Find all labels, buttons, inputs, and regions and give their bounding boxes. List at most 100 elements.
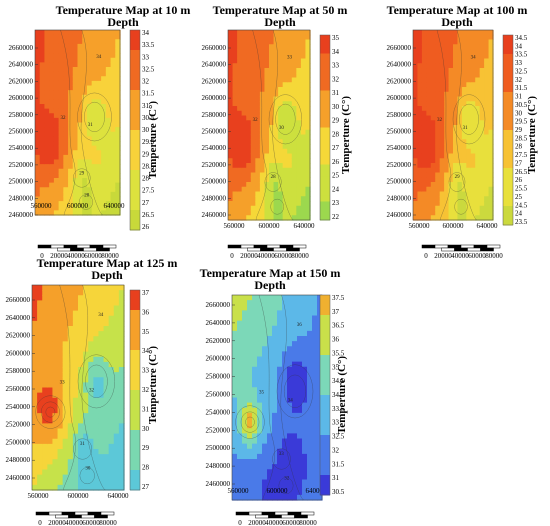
heatmap-cell — [242, 366, 248, 373]
heatmap-cell — [37, 387, 43, 394]
heatmap-cell — [83, 300, 89, 307]
heatmap-cell — [448, 148, 454, 155]
heatmap-cell — [282, 433, 288, 440]
heatmap-cell — [305, 125, 311, 131]
heatmap-cell — [37, 285, 43, 291]
heatmap-cell — [72, 479, 79, 486]
heatmap-cell — [262, 356, 268, 363]
heatmap-cell — [32, 377, 38, 383]
heatmap-cell — [63, 76, 69, 82]
heatmap-cell — [292, 469, 298, 475]
scale-bar-label: 80000 — [485, 252, 503, 260]
heatmap-cell — [272, 448, 278, 455]
heatmap-cell — [277, 423, 283, 429]
heatmap-cell — [232, 172, 238, 178]
heatmap-cell — [242, 315, 248, 322]
heatmap-cell — [264, 129, 270, 136]
heatmap-cell — [113, 484, 120, 491]
heatmap-cell — [257, 494, 263, 501]
map-panel-5: Temperature Map at 150 mDepth36353433322… — [200, 266, 348, 526]
heatmap-cell — [444, 167, 450, 174]
heatmap-cell — [237, 371, 243, 378]
heatmap-cell — [296, 110, 302, 117]
heatmap-cell — [252, 407, 258, 414]
x-tick-label: 640000 — [108, 492, 130, 500]
heatmap-cell — [312, 377, 318, 383]
heatmap-cell — [287, 295, 293, 301]
heatmap-cell — [264, 196, 270, 202]
heatmap-cell — [53, 53, 60, 59]
scale-bar-label: 60000 — [282, 519, 300, 526]
heatmap-cell — [264, 120, 270, 126]
heatmap-cell — [269, 87, 275, 93]
heatmap-cell — [312, 341, 318, 347]
heatmap-cell — [241, 125, 247, 131]
heatmap-cell — [241, 215, 247, 221]
heatmap-cell — [52, 428, 59, 435]
heatmap-cell — [312, 479, 318, 486]
heatmap-cell — [307, 407, 313, 414]
heatmap-cell — [255, 191, 261, 197]
contour-line — [84, 101, 105, 132]
heatmap-cell — [448, 172, 454, 178]
heatmap-cell — [237, 325, 243, 332]
heatmap-cell — [457, 182, 463, 188]
heatmap-cell — [296, 201, 302, 207]
heatmap-cell — [241, 144, 247, 150]
heatmap-cell — [470, 53, 476, 60]
heatmap-cell — [277, 418, 283, 424]
heatmap-cell — [82, 210, 88, 216]
heatmap-cell — [247, 305, 253, 311]
heatmap-cell — [39, 187, 46, 193]
heatmap-cell — [42, 356, 48, 363]
heatmap-cell — [108, 459, 115, 465]
heatmap-cell — [305, 39, 311, 45]
heatmap-cell — [466, 125, 472, 131]
heatmap-cell — [461, 58, 467, 64]
colorbar-segment — [130, 483, 140, 491]
colorbar-tick-label: 26 — [332, 158, 340, 166]
heatmap-cell — [278, 158, 284, 164]
heatmap-cell — [63, 62, 69, 68]
heatmap-cell — [246, 134, 252, 140]
heatmap-cell — [277, 382, 283, 388]
heatmap-cell — [307, 484, 313, 491]
heatmap-cell — [98, 367, 105, 373]
heatmap-cell — [39, 210, 46, 216]
heatmap-cell — [282, 96, 288, 102]
scale-bar-segment — [248, 511, 263, 516]
heatmap-cell — [430, 53, 436, 60]
heatmap-cell — [461, 129, 467, 136]
heatmap-cell — [262, 310, 268, 317]
heatmap-cell — [37, 295, 43, 301]
heatmap-cell — [479, 196, 485, 202]
heatmap-cell — [259, 49, 266, 55]
heatmap-cell — [93, 413, 100, 419]
contour-line — [268, 94, 302, 145]
heatmap-cell — [302, 305, 308, 311]
heatmap-cell — [282, 110, 288, 117]
heatmap-cell — [247, 377, 253, 383]
heatmap-cell — [439, 96, 445, 102]
heatmap-cell — [228, 101, 234, 107]
heatmap-cell — [42, 341, 48, 348]
heatmap-cell — [103, 408, 110, 414]
heatmap-cell — [108, 382, 115, 389]
heatmap-cell — [68, 127, 74, 133]
heatmap-cell — [115, 187, 121, 193]
heatmap-cell — [312, 412, 318, 419]
heatmap-cell — [252, 305, 258, 311]
heatmap-cell — [113, 361, 120, 368]
heatmap-cell — [421, 210, 427, 216]
colorbar-segment — [503, 117, 513, 125]
heatmap-cell — [113, 443, 120, 450]
heatmap-cell — [300, 148, 307, 155]
heatmap-cell — [307, 423, 313, 429]
heatmap-cell — [232, 39, 238, 45]
heatmap-cell — [272, 336, 278, 342]
heatmap-cell — [413, 158, 419, 164]
heatmap-cell — [103, 397, 110, 404]
heatmap-cell — [237, 30, 243, 36]
heatmap-cell — [103, 474, 110, 481]
colorbar-segment — [320, 468, 330, 476]
